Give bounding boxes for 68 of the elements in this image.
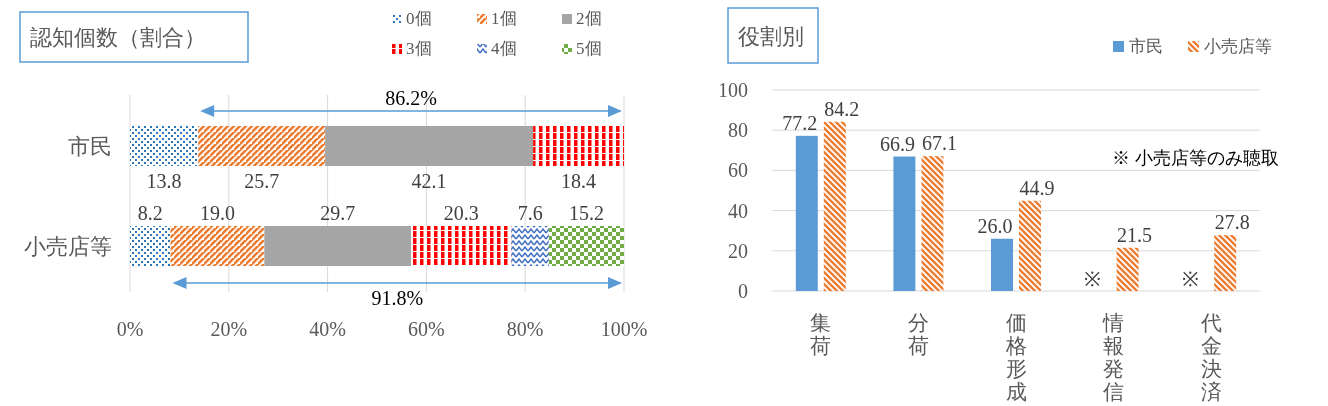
bar [325,126,534,166]
bar [795,135,818,291]
x-tick-label: 100% [600,318,648,340]
data-label: 27.8 [1214,211,1250,234]
data-label: 84.2 [824,97,860,120]
data-label: 19.0 [199,202,235,224]
data-label: 67.1 [921,132,957,155]
bar [533,126,624,166]
bar [991,238,1013,291]
legend-label: 3個 [406,39,432,58]
annotation: 91.8% [371,287,424,309]
x-tick-label: 集荷 [810,311,832,358]
bar [1116,247,1139,291]
bar [130,226,171,266]
annotation: ※ 小売店等のみ聴取 [1112,148,1279,168]
y-tick-label: 60 [728,159,748,182]
bar [1019,200,1041,291]
legend-label: 5個 [576,39,602,58]
data-label: 29.7 [320,202,356,224]
data-label: 26.0 [977,214,1013,237]
legend-label: 0個 [406,9,432,28]
bar [130,126,199,166]
x-tick-label: 60% [408,318,445,340]
bar [893,156,916,291]
text: ※ [1181,268,1199,290]
y-tick-label: 20 [728,239,748,262]
data-label: 13.8 [146,170,182,192]
x-tick-label: 20% [210,318,248,340]
chart-title: 役割別 [738,23,804,49]
text: ※ [1084,268,1102,290]
data-label: 25.7 [244,170,280,192]
y-tick-label: 100 [718,79,748,101]
bar [198,126,326,166]
x-tick-label: 価格形成 [1004,311,1027,404]
legend-label: 1個 [491,9,517,28]
data-label: 15.2 [568,202,604,224]
data-label: 66.9 [879,132,915,155]
x-tick-label: 代金決済 [1199,311,1222,404]
x-tick-label: 情報発信 [1102,311,1125,404]
y-tick-label: 80 [728,119,748,142]
x-tick-label: 40% [309,318,346,340]
x-tick-label: 分荷 [907,311,929,358]
bar [170,226,265,266]
x-tick-label: 80% [506,318,544,340]
chart-title: 認知個数（割合） [30,25,206,50]
data-label: 8.2 [137,202,163,224]
data-label: 44.9 [1019,176,1055,199]
data-label: 42.1 [411,170,447,192]
legend-label: 4個 [491,39,517,58]
annotation: 86.2% [385,87,437,109]
y-tick-label: 40 [728,199,748,222]
bar [1214,235,1237,291]
bar [921,156,944,291]
legend-label: 小売店等 [1204,37,1272,56]
data-label: 18.4 [561,170,597,192]
bar [548,226,624,266]
bar [511,226,549,266]
legend-label: 2個 [576,9,602,28]
y-tick-label: 0 [738,280,748,302]
x-tick-label: 0% [116,318,144,340]
data-label: 77.2 [782,111,818,134]
data-label: 21.5 [1117,223,1153,246]
bar [411,226,512,266]
data-label: 20.3 [443,202,479,224]
bar [823,121,846,291]
legend-label: 市民 [1129,37,1163,56]
bar [264,226,412,266]
data-label: 7.6 [517,202,543,224]
